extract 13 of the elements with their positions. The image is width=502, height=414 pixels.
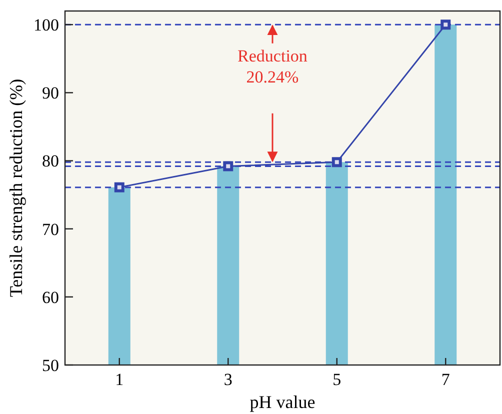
y-tick-label: 70 [42, 220, 59, 239]
y-tick-label: 50 [42, 356, 59, 375]
y-tick-label: 100 [34, 16, 59, 35]
y-tick-label: 90 [42, 84, 59, 103]
y-axis-title: Tensile strength reduction (%) [6, 78, 26, 298]
y-tick-label: 60 [42, 288, 59, 307]
x-tick-label: 3 [224, 370, 232, 389]
x-axis-title: pH value [250, 392, 316, 412]
x-tick-label: 1 [115, 370, 124, 389]
y-tick-label: 80 [42, 152, 59, 171]
x-tick-label: 5 [332, 370, 342, 389]
x-tick-label: 7 [441, 370, 450, 389]
annotation: Reduction 20.24% [238, 46, 308, 86]
